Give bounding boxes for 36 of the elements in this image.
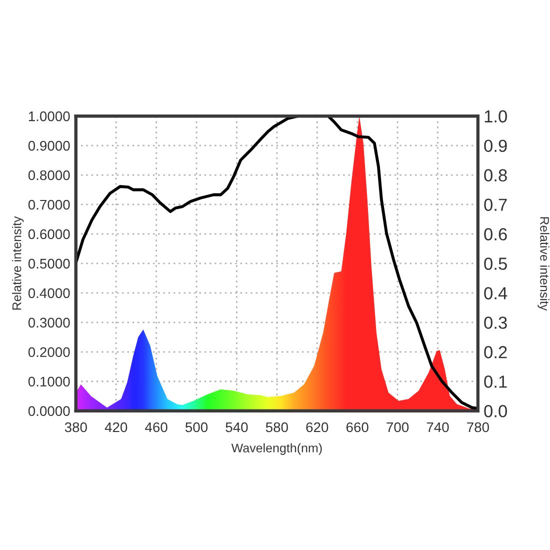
y-tick-label: 0.3000 (28, 318, 70, 328)
x-tick-label: 460 (145, 422, 168, 432)
y2-tick-label: 0.1 (484, 376, 507, 388)
x-tick-label: 580 (266, 422, 288, 432)
y-tick-label: 0.5000 (28, 258, 70, 269)
y2-tick-label: 0.3 (484, 316, 507, 329)
x-tick-label: 780 (467, 422, 489, 432)
x-tick-label: 380 (64, 422, 87, 432)
y2-tick-label: 0.5 (484, 258, 507, 270)
y-tick-label: 0.4000 (28, 288, 70, 298)
y2-tick-label: 0.4 (484, 287, 508, 300)
x-tick-label: 660 (346, 422, 368, 432)
x-tick-label: 540 (226, 422, 248, 432)
y-tick-label: 0.8000 (28, 170, 70, 180)
y-tick-label: 1.0000 (28, 111, 70, 122)
x-axis-title: Wavelength(nm) (231, 443, 322, 455)
x-tick-label: 700 (386, 422, 409, 432)
y2-tick-label: 0.8 (484, 169, 507, 182)
y-tick-label: 0.0000 (28, 406, 70, 416)
y2-tick-label: 0.9 (484, 140, 507, 152)
x-tick-label: 420 (104, 422, 128, 432)
y2-tick-label: 0.0 (484, 405, 507, 418)
y-axis-title: Relative intensity (12, 216, 24, 310)
y2-tick-label: 0.6 (484, 228, 507, 240)
y2-tick-label: 0.2 (484, 346, 507, 358)
y-tick-label: 0.2000 (28, 347, 70, 358)
y2-tick-label: 1.0 (484, 110, 507, 123)
x-tick-label: 620 (306, 422, 328, 432)
x-tick-label: 500 (185, 422, 208, 432)
x-tick-label: 740 (426, 422, 449, 432)
y2-tick-label: 0.7 (484, 198, 507, 211)
y-tick-label: 0.7000 (28, 200, 70, 210)
y-tick-label: 0.9000 (28, 140, 70, 151)
y-tick-label: 0.1000 (28, 376, 70, 387)
y-tick-label: 0.6000 (28, 229, 70, 240)
y2-axis-title: Relative intensity (538, 217, 550, 311)
